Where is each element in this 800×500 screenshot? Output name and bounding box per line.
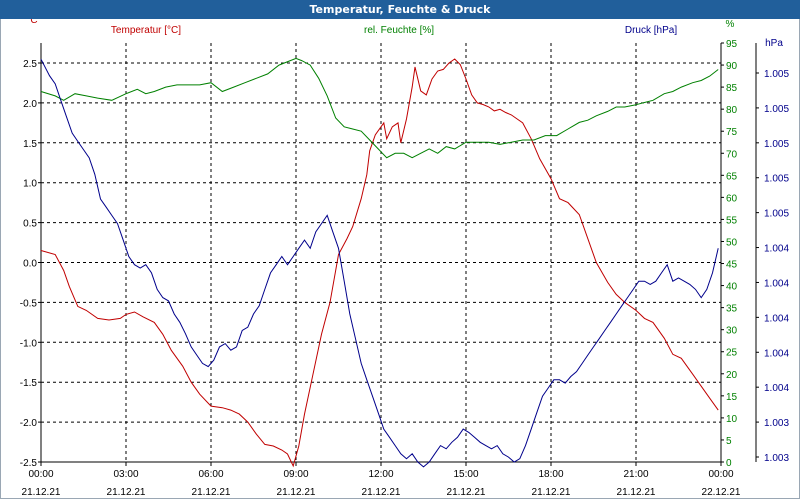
x-tick-time: 12:00 (368, 469, 393, 480)
x-tick-time: 18:00 (538, 469, 563, 480)
x-tick-date: 21.12.21 (532, 487, 571, 498)
press-tick-label: 1.005 (764, 174, 789, 185)
temp-tick-label: 2.0 (23, 99, 37, 110)
press-tick-label: 1.005 (764, 69, 789, 80)
hum-tick-label: 50 (726, 237, 738, 248)
press-unit-label: hPa (765, 38, 783, 49)
temp-tick-label: -0.5 (20, 298, 38, 309)
hum-tick-label: 0 (726, 458, 732, 469)
temp-tick-label: 2.5 (23, 59, 37, 70)
x-tick-time: 06:00 (198, 469, 223, 480)
temp-unit-label: °C (26, 19, 37, 26)
x-tick-date: 22.12.21 (702, 487, 741, 498)
x-tick-time: 21:00 (623, 469, 648, 480)
x-tick-date: 21.12.21 (617, 487, 656, 498)
hum-tick-label: 65 (726, 171, 738, 182)
press-tick-label: 1.004 (764, 278, 789, 289)
press-tick-label: 1.005 (764, 139, 789, 150)
hum-tick-label: 15 (726, 392, 738, 403)
labels: 00:00 21.12.21 03:00 21.12.21 06:00 21.12.21 0… (20, 19, 790, 498)
x-tick-date: 21.12.21 (277, 487, 316, 498)
x-tick-date: 21.12.21 (362, 487, 401, 498)
press-tick-label: 1.004 (764, 383, 789, 394)
hum-tick-label: 85 (726, 83, 738, 94)
hum-tick-label: 90 (726, 61, 738, 72)
press-tick-label: 1.004 (764, 348, 789, 359)
hum-tick-label: 10 (726, 414, 738, 425)
x-tick-time: 03:00 (113, 469, 138, 480)
temp-tick-label: 1.5 (23, 139, 37, 150)
legend-entry: Druck [hPa] (625, 25, 677, 36)
temp-tick-label: -1.0 (20, 338, 38, 349)
chart-canvas: 00:00 21.12.21 03:00 21.12.21 06:00 21.12.21 0… (20, 19, 790, 498)
hum-tick-label: 25 (726, 348, 738, 359)
temp-tick-label: 0.0 (23, 259, 37, 270)
chart-title: Temperatur, Feuchte & Druck (309, 3, 491, 16)
series (40, 57, 719, 468)
x-tick-date: 21.12.21 (22, 487, 61, 498)
hum-tick-label: 75 (726, 127, 738, 138)
hum-tick-label: 20 (726, 370, 738, 381)
hum-tick-label: 70 (726, 149, 738, 160)
chart-frame: 00:00 21.12.21 03:00 21.12.21 06:00 21.12.21 0… (0, 19, 800, 499)
press-tick-label: 1.003 (764, 418, 789, 429)
temp-tick-label: 0.5 (23, 219, 37, 230)
hum-tick-label: 80 (726, 105, 738, 116)
press-tick-label: 1.005 (764, 104, 789, 115)
temp-tick-label: -2.5 (20, 458, 38, 469)
hum-tick-label: 45 (726, 260, 738, 271)
hum-tick-label: 5 (726, 436, 732, 447)
hum-tick-label: 55 (726, 215, 738, 226)
hum-tick-label: 35 (726, 304, 738, 315)
x-tick-time: 15:00 (453, 469, 478, 480)
chart-title-bar: Temperatur, Feuchte & Druck (0, 0, 800, 19)
x-tick-date: 21.12.21 (447, 487, 486, 498)
temp-tick-label: 1.0 (23, 179, 37, 190)
hum-tick-label: 30 (726, 326, 738, 337)
grid (38, 42, 759, 466)
press-tick-label: 1.003 (764, 453, 789, 464)
hum-tick-label: 40 (726, 282, 738, 293)
temperature-line (40, 58, 719, 468)
hum-tick-label: 95 (726, 39, 738, 50)
temp-tick-label: -1.5 (20, 378, 38, 389)
press-tick-label: 1.004 (764, 244, 789, 255)
press-tick-label: 1.005 (764, 209, 789, 220)
legend-entry: rel. Feuchte [%] (364, 25, 434, 36)
press-tick-label: 1.004 (764, 313, 789, 324)
pressure-line (40, 58, 719, 468)
x-tick-date: 21.12.21 (192, 487, 231, 498)
legend-entry: Temperatur [°C] (111, 25, 181, 36)
hum-tick-label: 60 (726, 193, 738, 204)
x-tick-date: 21.12.21 (107, 487, 146, 498)
x-tick-time: 00:00 (708, 469, 733, 480)
hum-unit-label: % (726, 19, 735, 30)
x-tick-time: 00:00 (28, 469, 53, 480)
humidity-line (40, 57, 719, 159)
temp-tick-label: -2.0 (20, 418, 38, 429)
x-tick-time: 09:00 (283, 469, 308, 480)
